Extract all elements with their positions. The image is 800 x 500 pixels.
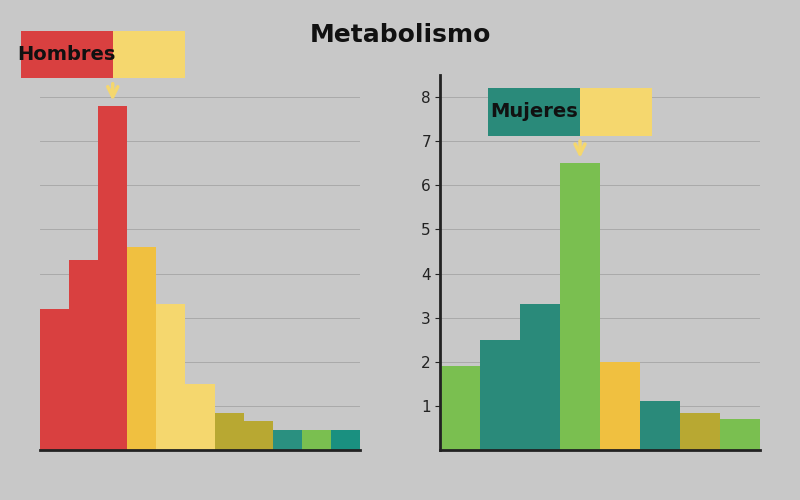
- Bar: [680, 412, 720, 450]
- Bar: [156, 304, 186, 450]
- Bar: [273, 430, 302, 450]
- Bar: [40, 309, 69, 450]
- Bar: [127, 247, 156, 450]
- Bar: [214, 412, 244, 450]
- Bar: [520, 304, 560, 450]
- Bar: [440, 366, 480, 450]
- Bar: [331, 430, 360, 450]
- Text: Metabolismo: Metabolismo: [310, 22, 490, 46]
- Bar: [560, 163, 600, 450]
- Bar: [600, 362, 640, 450]
- Bar: [640, 402, 680, 450]
- Bar: [69, 260, 98, 450]
- Bar: [186, 384, 214, 450]
- Bar: [302, 430, 331, 450]
- Text: Hombres: Hombres: [18, 45, 116, 64]
- Bar: [720, 419, 760, 450]
- Bar: [244, 422, 273, 450]
- Text: Mujeres: Mujeres: [490, 102, 578, 122]
- Bar: [480, 340, 520, 450]
- Bar: [98, 106, 127, 450]
